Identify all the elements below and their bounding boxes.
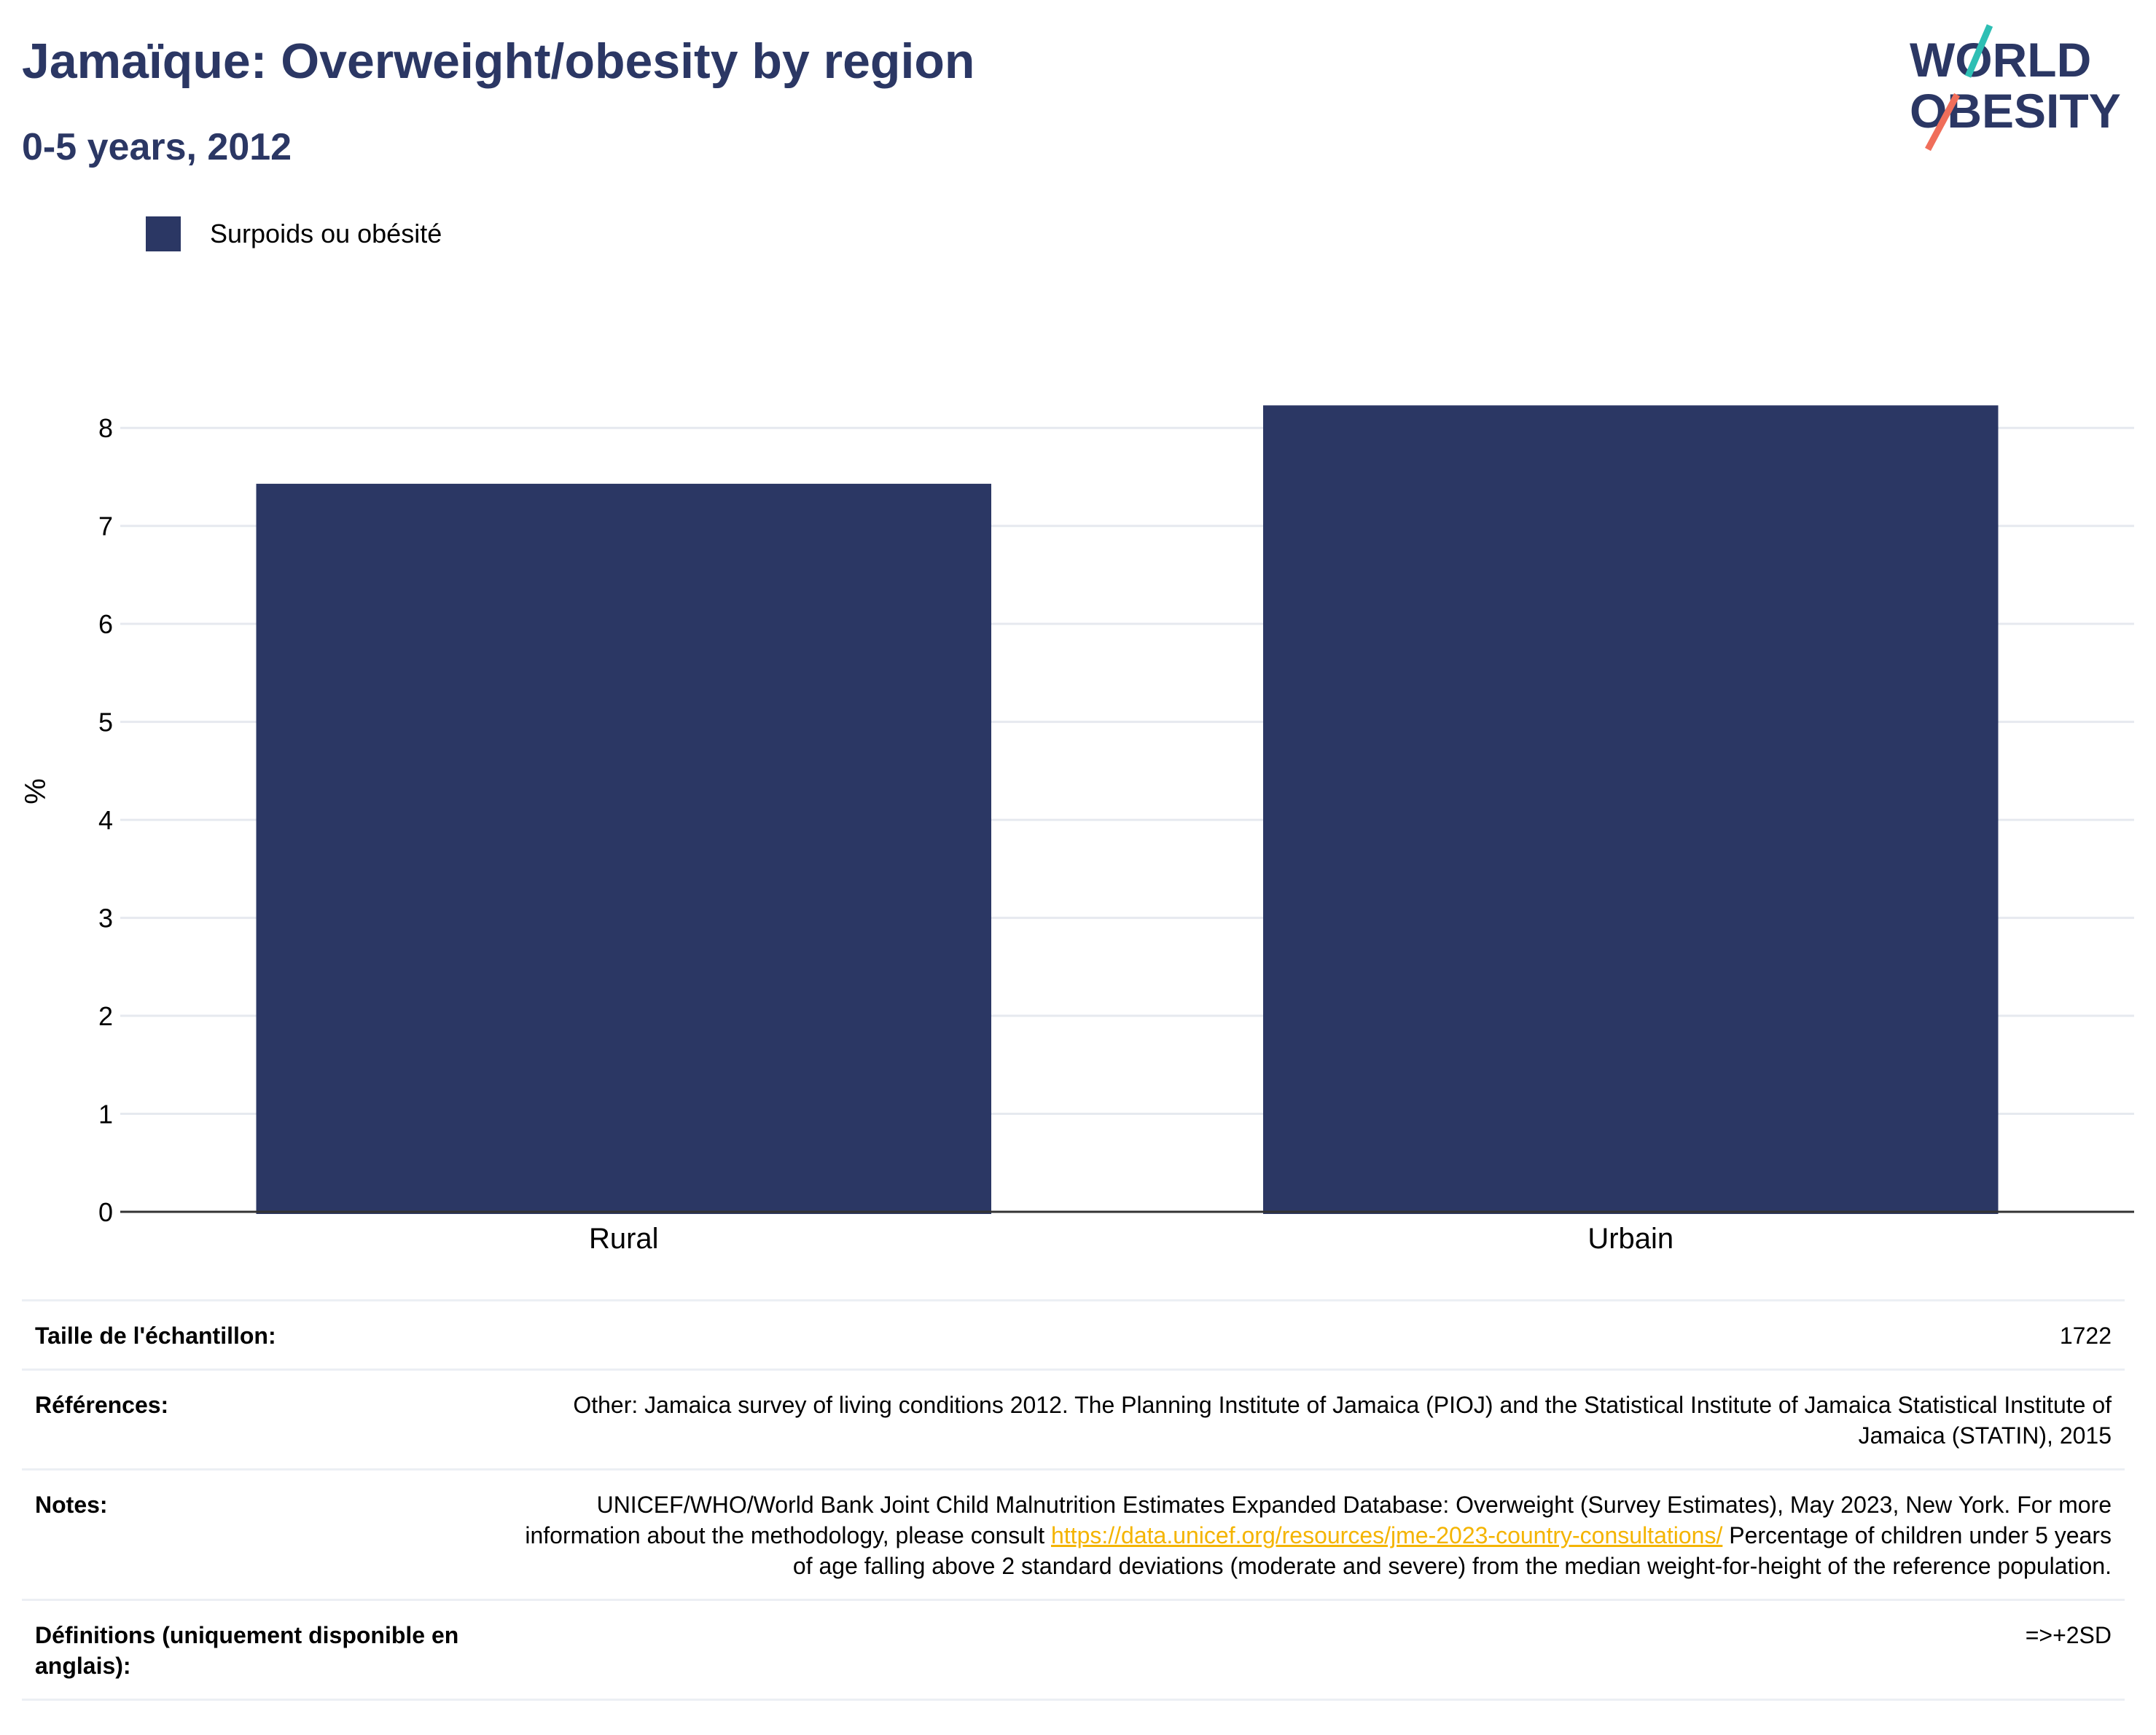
info-row-notes: Notes: UNICEF/WHO/World Bank Joint Child… <box>22 1468 2125 1599</box>
info-row-definitions: Définitions (uniquement disponible en an… <box>22 1599 2125 1701</box>
x-tick-label: Urbain <box>1587 1223 1673 1255</box>
legend-label: Surpoids ou obésité <box>210 219 442 248</box>
legend-swatch <box>146 216 181 251</box>
sample-label: Taille de l'échantillon: <box>35 1323 276 1349</box>
sample-value: 1722 <box>2059 1323 2112 1349</box>
info-row-references: Références: Other: Jamaica survey of liv… <box>22 1368 2125 1468</box>
y-tick-label: 8 <box>98 413 113 443</box>
x-tick-labels: Rural Urbain <box>589 1223 1673 1255</box>
references-value: Other: Jamaica survey of living conditio… <box>573 1392 2112 1449</box>
logo-text-world: WORLD <box>1910 33 2091 87</box>
y-tick-label: 1 <box>98 1100 113 1129</box>
page-title: Jamaïque: Overweight/obesity by region <box>22 34 975 89</box>
logo-slash-teal <box>1964 24 1993 78</box>
logo-slash-coral <box>1925 93 1960 152</box>
info-row-sample: Taille de l'échantillon: 1722 <box>22 1299 2125 1368</box>
bar-rural <box>256 483 991 1214</box>
notes-text-2: Percentage of children under 5 years of … <box>792 1522 2112 1579</box>
info-table: Taille de l'échantillon: 1722 Références… <box>22 1299 2125 1701</box>
notes-text-1: UNICEF/WHO/World Bank Joint Child Malnut… <box>525 1492 2112 1548</box>
y-tick-label: 0 <box>98 1197 113 1227</box>
y-tick-label: 2 <box>98 1001 113 1031</box>
chart-legend[interactable]: Surpoids ou obésité <box>146 216 442 251</box>
bar-urbain <box>1263 405 1999 1214</box>
y-tick-label: 6 <box>98 609 113 639</box>
notes-link[interactable]: https://data.unicef.org/resources/jme-20… <box>1050 1522 1723 1548</box>
y-tick-label: 4 <box>98 805 113 835</box>
y-tick-label: 3 <box>98 904 113 933</box>
references-label: Références: <box>35 1392 169 1418</box>
notes-value: UNICEF/WHO/World Bank Joint Child Malnut… <box>523 1489 2112 1581</box>
world-obesity-logo: WORLD OBESITY <box>1910 24 2121 152</box>
definitions-value: =>+2SD <box>2025 1622 2112 1648</box>
definitions-label: Définitions (uniquement disponible en an… <box>35 1622 459 1679</box>
y-tick-label: 5 <box>98 708 113 737</box>
y-axis-label: % <box>20 778 52 804</box>
page-subtitle: 0-5 years, 2012 <box>22 126 292 168</box>
notes-label: Notes: <box>35 1492 108 1518</box>
x-tick-label: Rural <box>589 1223 659 1255</box>
y-tick-label: 7 <box>98 512 113 541</box>
chart-bars <box>256 405 1999 1214</box>
y-tick-labels: 0 1 2 3 4 5 6 7 8 <box>98 413 113 1227</box>
bar-chart: 0 1 2 3 4 5 6 7 8 Rural Urbain % <box>20 405 2134 1255</box>
